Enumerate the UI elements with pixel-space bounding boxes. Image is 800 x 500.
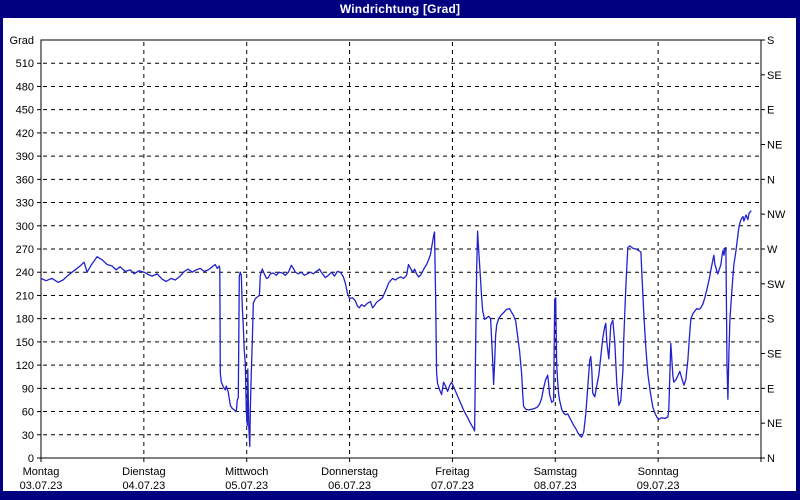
compass-label: NE xyxy=(767,418,782,430)
y-axis-label: 240 xyxy=(16,267,34,279)
date-label: 07.07.23 xyxy=(431,480,474,491)
y-axis-label: 510 xyxy=(16,58,34,70)
date-label: 06.07.23 xyxy=(328,480,371,491)
y-axis-label: 360 xyxy=(16,174,34,186)
day-label: Mittwoch xyxy=(225,466,268,478)
y-axis-label: 480 xyxy=(16,81,34,93)
compass-label: NE xyxy=(767,140,782,152)
y-axis-label: 90 xyxy=(22,383,34,395)
day-label: Freitag xyxy=(435,466,469,478)
y-axis-label: 330 xyxy=(16,198,34,210)
y-axis-label: 120 xyxy=(16,360,34,372)
y-axis-title: Grad xyxy=(10,35,34,47)
chart-area: 0 30 60 90 120 150 180 210 240 270 300 330 360 390 420… xyxy=(3,18,796,491)
date-label: 09.07.23 xyxy=(637,480,680,491)
y-axis-label: 150 xyxy=(16,337,34,349)
compass-label: S xyxy=(767,314,774,326)
day-label: Montag xyxy=(23,466,60,478)
y-axis-label: 270 xyxy=(16,244,34,256)
compass-label: SE xyxy=(767,349,782,361)
date-label: 04.07.23 xyxy=(122,480,165,491)
y-axis-label: 390 xyxy=(16,151,34,163)
compass-label: SW xyxy=(767,279,785,291)
wind-direction-line xyxy=(40,210,752,448)
y-axis-label: 420 xyxy=(16,128,34,140)
compass-label: NW xyxy=(767,209,786,221)
compass-label: S xyxy=(767,35,774,47)
y-axis-label: 450 xyxy=(16,105,34,117)
window-title: Windrichtung [Grad] xyxy=(339,2,461,16)
compass-label: SE xyxy=(767,70,782,82)
y-axis-label: 0 xyxy=(28,453,34,465)
y-axis-label: 30 xyxy=(22,430,34,442)
date-label: 05.07.23 xyxy=(225,480,268,491)
compass-label: W xyxy=(767,244,778,256)
day-label: Samstag xyxy=(534,466,577,478)
wind-direction-chart: 0 30 60 90 120 150 180 210 240 270 300 330 360 390 420… xyxy=(10,35,786,491)
compass-label: N xyxy=(767,174,775,186)
title-bar: Windrichtung [Grad] xyxy=(3,0,796,18)
date-label: 03.07.23 xyxy=(20,480,63,491)
y-axis-label: 60 xyxy=(22,407,34,419)
y-axis-label: 210 xyxy=(16,290,34,302)
y-axis-label: 180 xyxy=(16,314,34,326)
day-label: Dienstag xyxy=(122,466,165,478)
compass-label: E xyxy=(767,383,774,395)
date-label: 08.07.23 xyxy=(534,480,577,491)
day-label: Donnerstag xyxy=(321,466,378,478)
compass-label: N xyxy=(767,453,775,465)
y-axis-label: 300 xyxy=(16,221,34,233)
compass-label: E xyxy=(767,105,774,117)
day-label: Sonntag xyxy=(638,466,679,478)
